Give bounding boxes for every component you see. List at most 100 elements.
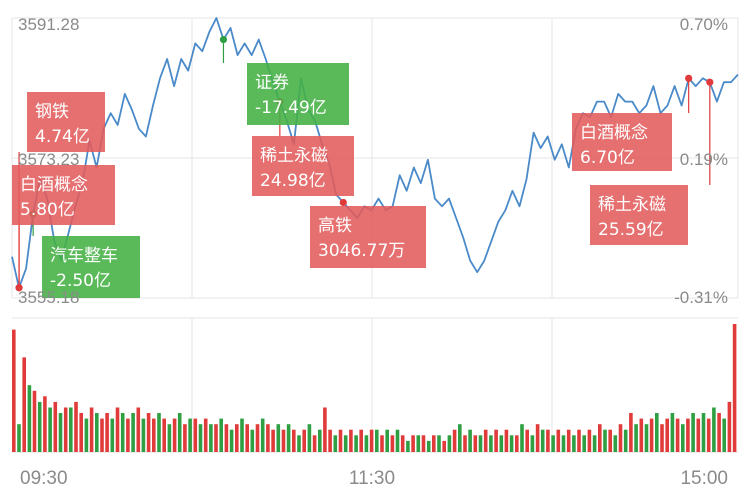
volume-bar	[437, 435, 441, 452]
volume-bar	[286, 424, 291, 452]
volume-bar	[281, 429, 286, 452]
volume-bar	[665, 418, 669, 452]
volume-bar	[717, 413, 721, 452]
volume-bar	[535, 424, 540, 452]
annotation-bg	[247, 63, 349, 125]
volume-bar	[297, 435, 301, 452]
volume-bar	[198, 424, 203, 452]
annotation-sector: 汽车整车	[50, 246, 118, 266]
volume-bar	[691, 413, 695, 452]
volume-bar	[318, 429, 322, 452]
annotation-bg	[12, 165, 115, 225]
volume-bar	[115, 407, 120, 452]
volume-bar	[525, 429, 529, 452]
annotation-box: 汽车整车 -2.50亿	[42, 236, 140, 298]
volume-bar	[359, 429, 363, 452]
volume-bar	[27, 385, 32, 452]
volume-bar	[74, 401, 78, 452]
volume-bar	[675, 418, 680, 452]
volume-bar	[530, 435, 535, 452]
annotation-bg	[27, 92, 105, 152]
annotation-value: 4.74亿	[35, 127, 90, 147]
annotation-value: -17.49亿	[255, 98, 327, 118]
annotation-sector: 稀土永磁	[260, 146, 328, 166]
volume-bar	[447, 435, 452, 452]
annotation-bg	[572, 113, 672, 171]
volume-bar	[494, 429, 498, 452]
annotation-sector: 稀土永磁	[598, 195, 666, 215]
volume-bars	[12, 324, 737, 452]
volume-bar	[592, 435, 597, 452]
volume-bar	[629, 413, 633, 452]
y-right-label-top: 0.70%	[680, 15, 728, 34]
volume-bar	[354, 435, 358, 452]
volume-bar	[587, 429, 592, 452]
volume-bar	[400, 435, 405, 452]
price-line	[11, 17, 739, 289]
volume-bar	[323, 407, 327, 452]
volume-bar	[572, 435, 576, 452]
volume-bar	[458, 424, 462, 452]
annotation-marker	[15, 284, 23, 292]
volume-bar	[255, 424, 260, 452]
volume-bar	[701, 413, 706, 452]
volume-bar	[343, 435, 348, 452]
volume-bar	[463, 435, 467, 452]
volume-bar	[89, 407, 94, 452]
volume-bar	[566, 429, 571, 452]
volume-bar	[271, 429, 275, 452]
volume-bar	[224, 424, 229, 452]
y-right-label-mid: 0.19%	[680, 150, 728, 169]
volume-bar	[209, 424, 213, 452]
volume-bar	[432, 435, 436, 452]
annotation-box: 高铁 3046.77万	[310, 206, 426, 268]
volume-bar	[219, 418, 223, 452]
volume-bar	[634, 424, 638, 452]
volume-bar	[126, 418, 130, 452]
annotation-marker	[706, 78, 714, 86]
annotation-sector: 钢铁	[35, 102, 69, 122]
volume-bar	[390, 435, 395, 452]
volume-bar	[706, 418, 711, 452]
annotation-sector: 白酒概念	[580, 122, 648, 143]
volume-bar	[618, 424, 623, 452]
y-left-label-top: 3591.28	[18, 15, 79, 34]
volume-bar	[349, 429, 353, 452]
annotation-bg	[42, 236, 140, 298]
annotation-sector: 白酒概念	[20, 174, 88, 195]
volume-bar	[551, 435, 555, 452]
volume-bar	[416, 435, 421, 452]
volume-bar	[499, 435, 504, 452]
volume-bar	[712, 407, 716, 452]
annotation-value: -2.50亿	[50, 271, 111, 291]
volume-bar	[235, 424, 239, 452]
volume-bar	[375, 429, 379, 452]
volume-bar	[452, 429, 457, 452]
annotation-sector: 高铁	[318, 216, 352, 236]
volume-bar	[79, 413, 83, 452]
annotation-value: 5.80亿	[20, 200, 75, 220]
volume-bar	[276, 424, 281, 452]
y-left-label-mid: 3573.23	[18, 150, 79, 169]
annotation-value: 3046.77万	[318, 241, 405, 261]
volume-bar	[561, 435, 566, 452]
volume-bar	[136, 407, 141, 452]
volume-bar	[364, 435, 369, 452]
volume-bar	[608, 429, 612, 452]
volume-bar	[577, 429, 581, 452]
volume-bar	[172, 418, 177, 452]
volume-bar	[58, 413, 63, 452]
volume-bar	[214, 424, 218, 452]
volume-bar	[292, 429, 296, 452]
volume-bar	[613, 435, 618, 452]
volume-bar	[670, 413, 675, 452]
volume-bar	[188, 418, 192, 452]
volume-bar	[250, 429, 255, 452]
volume-bar	[141, 418, 146, 452]
volume-bar	[421, 435, 426, 452]
volume-bar	[644, 424, 649, 452]
volume-bar	[520, 424, 524, 452]
volume-bar	[37, 401, 42, 452]
annotation-box: 白酒概念 5.80亿	[12, 165, 115, 225]
volume-bar	[328, 429, 332, 452]
